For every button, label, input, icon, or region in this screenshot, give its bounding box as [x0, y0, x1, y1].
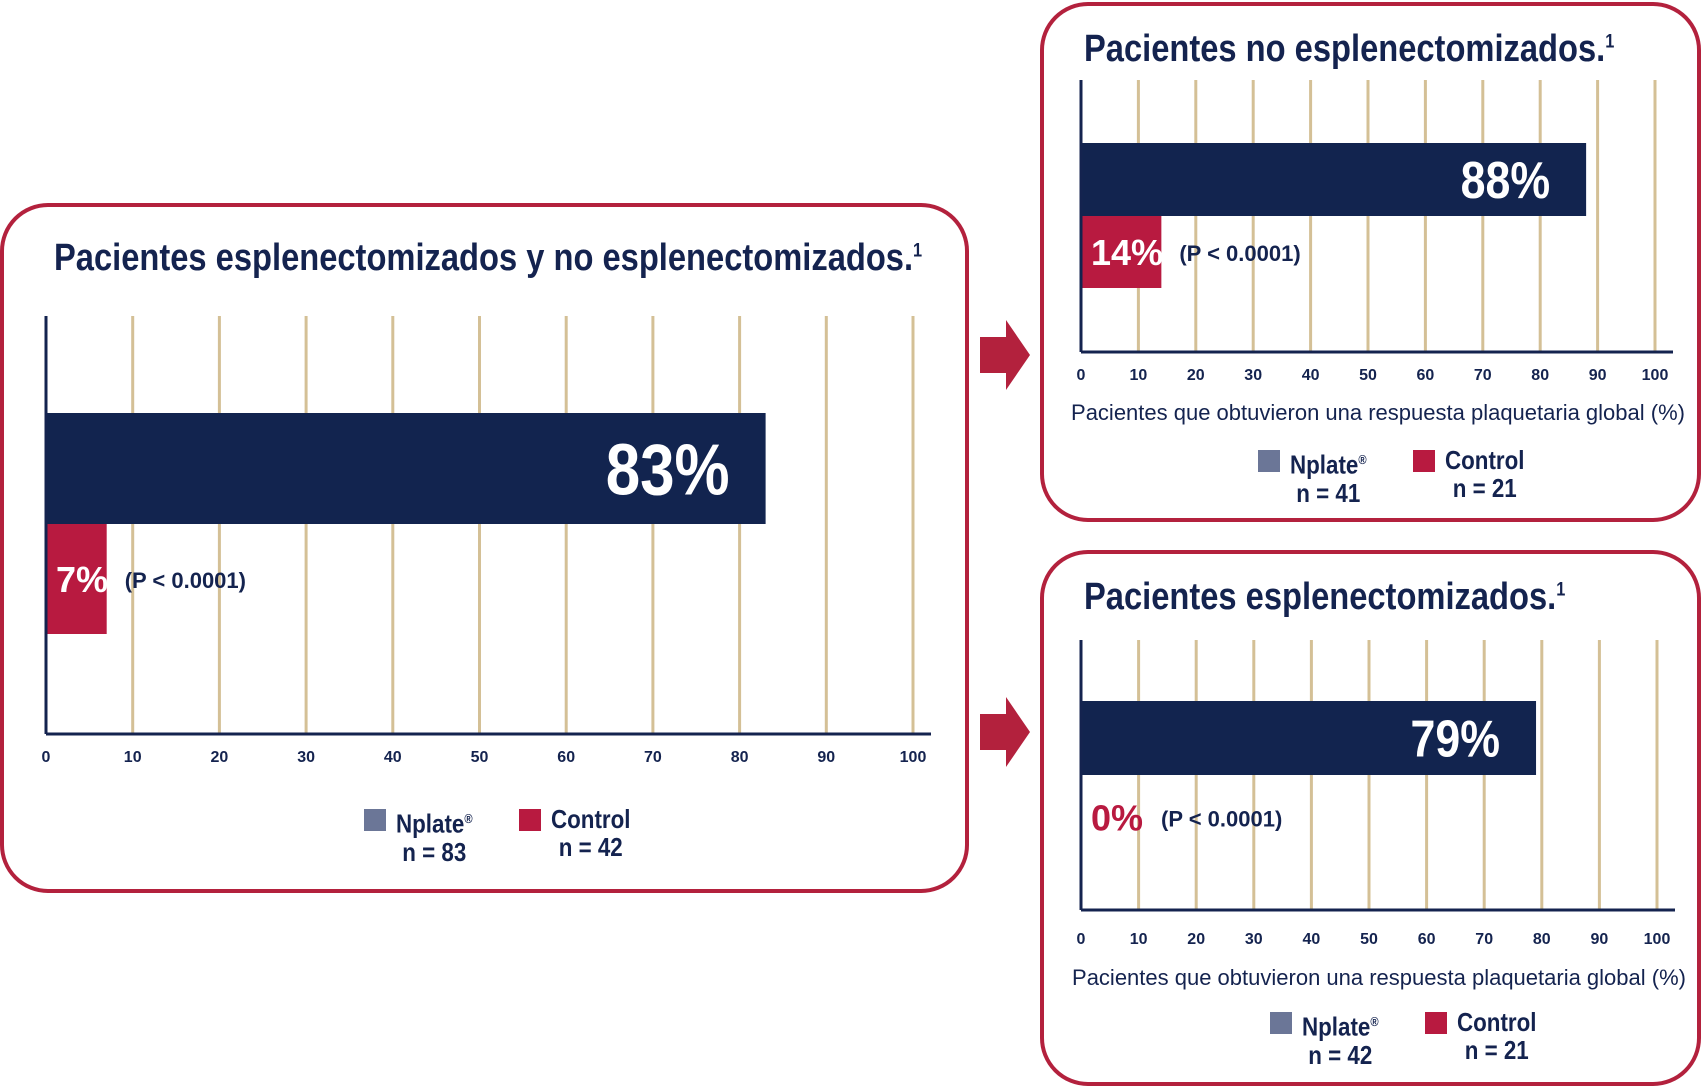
x-tick-label: 80 [731, 749, 749, 766]
x-tick-label: 10 [1130, 367, 1148, 384]
legend-n-nplate: n = 42 [1308, 1039, 1373, 1070]
x-tick-label: 50 [1359, 367, 1377, 384]
x-tick-label: 90 [817, 749, 835, 766]
x-tick-label: 80 [1533, 931, 1551, 948]
p-value-label: (P < 0.0001) [125, 568, 246, 593]
x-tick-label: 20 [1187, 931, 1205, 948]
p-value-label: (P < 0.0001) [1161, 806, 1282, 831]
legend-label-nplate: Nplate [1302, 1011, 1371, 1042]
x-tick-label: 60 [1417, 367, 1435, 384]
value-label-control: 7% [56, 559, 108, 600]
legend-n-control: n = 21 [1452, 473, 1517, 503]
legend-swatch-control [1425, 1012, 1448, 1034]
x-tick-label: 100 [1642, 367, 1669, 384]
x-tick-label: 30 [297, 749, 315, 766]
x-tick-label: 80 [1531, 367, 1549, 384]
value-label-control: 0% [1091, 797, 1143, 838]
x-tick-label: 0 [42, 749, 51, 766]
legend-label-nplate: Nplate [1290, 449, 1359, 480]
legend-item-control: Control n = 42 [519, 805, 643, 866]
x-tick-label: 10 [1130, 931, 1148, 948]
x-tick-label: 90 [1589, 367, 1607, 384]
bar-control [1081, 216, 1162, 288]
chart-title: Pacientes esplenectomizados.1 [1084, 576, 1566, 618]
x-tick-label: 70 [644, 749, 662, 766]
legend-n-control: n = 42 [558, 832, 623, 862]
x-tick-label: 100 [900, 749, 927, 766]
legend-swatch-nplate [364, 809, 386, 831]
x-axis-label: Pacientes que obtuvieron una respuesta p… [1072, 965, 1686, 990]
x-tick-label: 0 [1077, 367, 1086, 384]
bar-nplate [46, 413, 766, 524]
x-tick-label: 0 [1077, 931, 1086, 948]
legend-item-nplate: Nplate® n = 83 [364, 805, 485, 866]
x-axis-label: Pacientes que obtuvieron una respuesta p… [1071, 400, 1685, 425]
bar-nplate [1081, 143, 1587, 216]
chart-title: Pacientes no esplenectomizados.1 [1084, 28, 1615, 70]
legend: Nplate® n = 83 Control n = 42 [364, 805, 677, 866]
arrow-right-icon [980, 697, 1030, 767]
legend-label-control: Control [1457, 1007, 1537, 1037]
x-tick-label: 60 [557, 749, 575, 766]
legend-n-control: n = 21 [1464, 1035, 1529, 1065]
x-tick-label: 90 [1591, 931, 1609, 948]
bar-control [46, 524, 107, 634]
legend-n-nplate: n = 83 [402, 836, 467, 867]
value-label-control: 14% [1091, 232, 1163, 273]
legend-label-control: Control [551, 804, 631, 834]
value-label-nplate: 88% [1461, 152, 1550, 210]
legend-label-nplate: Nplate [396, 808, 465, 839]
x-tick-label: 30 [1244, 367, 1262, 384]
value-label-nplate: 79% [1411, 711, 1500, 769]
x-tick-label: 40 [1303, 931, 1321, 948]
legend-swatch-control [1413, 450, 1436, 472]
x-tick-label: 40 [1302, 367, 1320, 384]
x-tick-label: 10 [124, 749, 142, 766]
x-tick-label: 60 [1418, 931, 1436, 948]
x-tick-label: 50 [1360, 931, 1378, 948]
legend-item-control: Control n = 21 [1425, 1008, 1549, 1069]
legend-swatch-nplate [1270, 1012, 1292, 1034]
legend-item-nplate: Nplate® n = 42 [1270, 1008, 1391, 1069]
x-tick-label: 70 [1474, 367, 1492, 384]
arrow-right-icon [980, 320, 1030, 390]
panel-all-patients: Pacientes esplenectomizados y no esplene… [0, 203, 969, 893]
legend-n-nplate: n = 41 [1296, 477, 1361, 508]
legend-swatch-control [519, 809, 542, 831]
legend: Nplate® n = 42 Control n = 21 [1270, 1008, 1583, 1069]
legend-item-control: Control n = 21 [1413, 446, 1537, 507]
legend: Nplate® n = 41 Control n = 21 [1258, 446, 1571, 507]
x-tick-label: 30 [1245, 931, 1263, 948]
legend-swatch-nplate [1258, 450, 1280, 472]
x-tick-label: 20 [1187, 367, 1205, 384]
p-value-label: (P < 0.0001) [1179, 241, 1300, 266]
chart-title: Pacientes esplenectomizados y no esplene… [54, 237, 923, 279]
x-tick-label: 50 [471, 749, 489, 766]
bar-nplate [1081, 701, 1537, 775]
legend-label-control: Control [1445, 445, 1525, 475]
x-tick-label: 70 [1475, 931, 1493, 948]
x-tick-label: 40 [384, 749, 402, 766]
value-label-nplate: 83% [606, 430, 730, 510]
legend-item-nplate: Nplate® n = 41 [1258, 446, 1379, 507]
x-tick-label: 20 [211, 749, 229, 766]
x-tick-label: 100 [1644, 931, 1671, 948]
